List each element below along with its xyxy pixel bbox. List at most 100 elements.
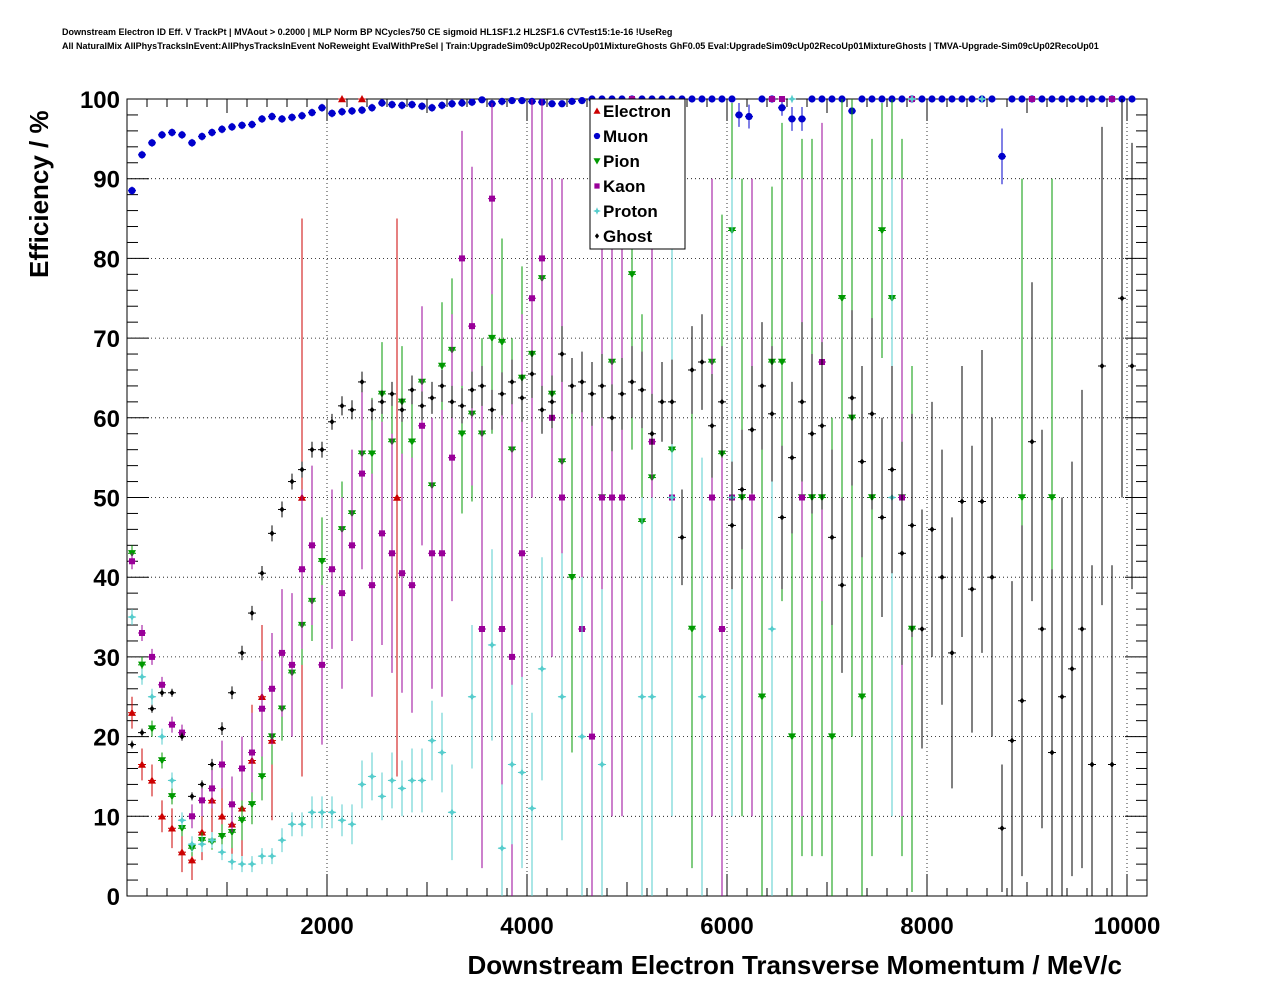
data-point (659, 398, 665, 406)
data-point (349, 406, 355, 414)
x-tick-label: 8000 (900, 913, 953, 940)
data-point (1089, 761, 1095, 768)
data-point (338, 108, 346, 116)
data-point (238, 817, 246, 825)
data-point (497, 843, 507, 853)
data-point (509, 378, 515, 386)
data-point (1059, 693, 1065, 700)
data-point (248, 120, 256, 129)
data-point (327, 807, 337, 817)
y-tick-label: 60 (93, 406, 120, 433)
data-layer (127, 94, 1136, 896)
data-point (589, 390, 595, 398)
data-point (688, 95, 696, 103)
data-point (557, 692, 567, 702)
data-point (438, 362, 446, 370)
data-point (129, 741, 135, 748)
data-point (619, 494, 625, 501)
data-point (309, 446, 315, 453)
data-point (878, 95, 886, 103)
data-point (839, 581, 845, 589)
data-point (939, 574, 945, 581)
data-point (207, 835, 217, 845)
legend-marker-proton (593, 207, 601, 215)
data-point (1048, 494, 1056, 502)
data-point (168, 128, 176, 137)
data-point (599, 382, 605, 390)
data-point (729, 522, 735, 529)
data-point (1029, 438, 1035, 445)
data-point (869, 410, 875, 418)
data-point (269, 530, 275, 537)
chart-title-line-2: All NaturalMix AllPhysTracksInEvent:AllP… (62, 41, 1099, 51)
data-point (499, 390, 505, 398)
data-point (138, 760, 146, 768)
y-tick-label: 20 (93, 725, 120, 752)
data-point (289, 661, 295, 668)
data-point (239, 765, 245, 772)
legend-marker-kaon (594, 183, 600, 189)
legend-label-proton: Proton (603, 202, 658, 221)
data-point (428, 104, 436, 112)
data-point (468, 98, 476, 106)
data-point (199, 781, 205, 788)
data-point (609, 494, 615, 501)
x-tick-label: 6000 (700, 913, 753, 940)
y-tick-label: 90 (93, 167, 120, 194)
data-point (368, 450, 376, 458)
data-point (298, 112, 306, 120)
data-point (929, 526, 935, 533)
data-point (439, 550, 445, 557)
data-point (769, 96, 775, 102)
data-point (449, 398, 455, 406)
legend-marker-pion (593, 158, 601, 165)
data-point (829, 534, 835, 541)
data-point (409, 582, 415, 589)
data-point (267, 851, 277, 861)
data-point (378, 99, 386, 107)
y-tick-label: 10 (93, 804, 120, 831)
x-tick-label: 10000 (1094, 913, 1161, 940)
data-point (868, 95, 876, 103)
data-point (387, 776, 397, 785)
data-point (237, 859, 247, 869)
data-point (217, 847, 227, 857)
data-point (257, 851, 267, 861)
data-point (458, 99, 466, 107)
data-point (178, 848, 186, 856)
data-point (487, 640, 497, 650)
data-point (198, 132, 206, 141)
data-point (218, 812, 226, 820)
data-point (188, 139, 196, 147)
data-point (168, 793, 176, 801)
data-point (709, 422, 715, 429)
data-point (559, 350, 565, 358)
data-point (429, 550, 435, 557)
data-point (938, 95, 946, 103)
data-point (329, 418, 335, 425)
data-point (609, 414, 615, 421)
data-point (489, 406, 495, 414)
data-point (759, 382, 765, 390)
data-point (1088, 95, 1096, 103)
data-point (417, 776, 427, 785)
y-tick-label: 80 (93, 246, 120, 273)
data-point (389, 550, 395, 557)
data-point (218, 833, 226, 841)
data-point (577, 732, 587, 741)
y-tick-label: 30 (93, 645, 120, 672)
tick-label-layer: 2000 4000 6000 8000 10000 0 10 20 30 40 50 60 70 80 90… (80, 87, 1160, 940)
data-point (719, 398, 725, 406)
data-point (128, 708, 136, 716)
data-point (539, 406, 545, 414)
data-point (258, 115, 266, 123)
data-point (799, 398, 805, 406)
data-point (449, 454, 455, 461)
data-point (809, 430, 815, 437)
data-point (758, 693, 766, 701)
data-point (398, 101, 406, 109)
legend-label-kaon: Kaon (603, 177, 646, 196)
y-tick-label: 0 (107, 884, 120, 911)
legend-box (589, 98, 686, 250)
data-point (788, 115, 796, 123)
